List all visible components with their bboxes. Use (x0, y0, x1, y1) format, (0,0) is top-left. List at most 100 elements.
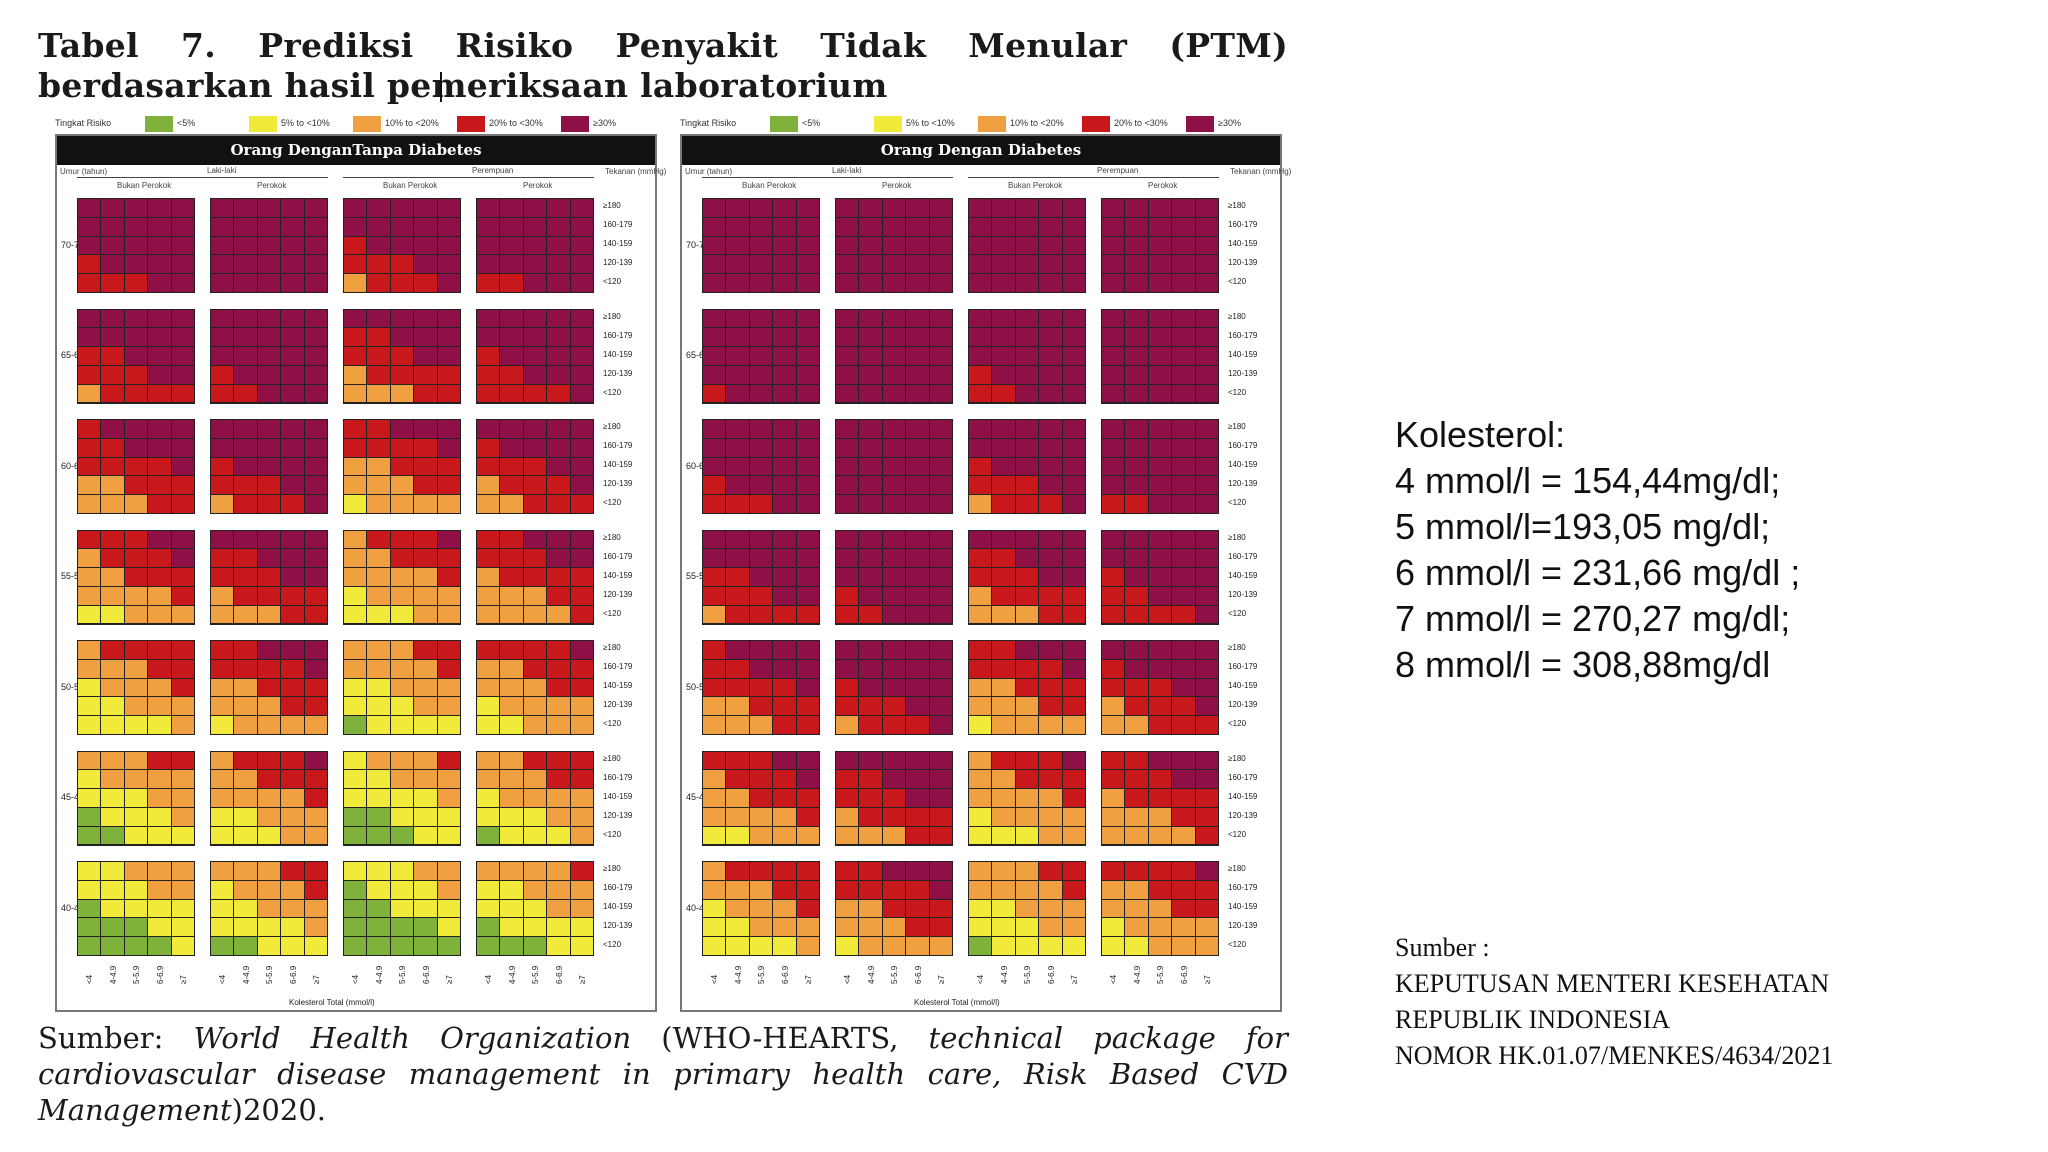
risk-cell (570, 217, 593, 236)
risk-cell (523, 918, 547, 937)
risk-cell (390, 438, 414, 457)
risk-cell (1172, 770, 1195, 789)
risk-grid (343, 861, 461, 956)
risk-cell (367, 880, 390, 899)
risk-cell (523, 255, 547, 274)
risk-cell (124, 586, 148, 605)
risk-cell (304, 862, 327, 880)
risk-cell (523, 641, 547, 659)
risk-cell (773, 880, 796, 899)
age-group-label: 50-54 (61, 681, 85, 692)
risk-cell (882, 918, 906, 937)
risk-cell (101, 457, 124, 476)
risk-cell (836, 568, 859, 586)
bp-row-label: ≥180 (603, 753, 621, 763)
risk-cell (78, 495, 101, 513)
risk-cell (1195, 697, 1218, 716)
risk-cell (500, 255, 523, 274)
cholesterol-tick-label: 5-5.9 (132, 965, 141, 984)
bp-column-header: Tekanan (mmHg) (605, 167, 667, 176)
risk-cell (929, 236, 952, 255)
risk-cell (78, 605, 101, 624)
risk-cell (304, 826, 327, 845)
x-axis-title: Kolesterol Total (mmol/l) (914, 998, 1000, 1007)
risk-cell (1102, 495, 1125, 513)
risk-cell (171, 438, 194, 457)
risk-cell (523, 309, 547, 328)
risk-cell (1062, 347, 1085, 365)
risk-cell (1015, 274, 1039, 292)
risk-cell (1039, 918, 1062, 937)
risk-cell (101, 438, 124, 457)
risk-cell (124, 641, 148, 659)
risk-cell (101, 309, 124, 328)
risk-cell (1015, 495, 1039, 513)
risk-cell (477, 457, 500, 476)
risk-cell (836, 641, 859, 659)
risk-grid (476, 861, 594, 956)
risk-cell (234, 789, 257, 807)
risk-cell (1195, 309, 1218, 328)
risk-cell (703, 199, 726, 217)
risk-cell (992, 420, 1015, 438)
risk-cell (523, 862, 547, 880)
risk-cell (437, 697, 460, 716)
age-group-label: 40-44 (686, 902, 710, 913)
bp-row-label: ≥180 (1228, 643, 1246, 652)
bp-row-label: 140-159 (1228, 349, 1258, 359)
risk-cell (390, 236, 414, 255)
risk-cell (211, 918, 234, 937)
risk-cell (773, 751, 796, 770)
risk-cell (1195, 751, 1218, 770)
risk-cell (367, 807, 390, 826)
risk-cell (773, 807, 796, 826)
risk-cell (211, 236, 234, 255)
risk-cell (836, 347, 859, 365)
risk-cell (171, 568, 194, 586)
risk-cell (703, 365, 726, 384)
risk-cell (500, 274, 523, 292)
bp-row-label: 120-139 (603, 589, 633, 599)
risk-cell (1148, 899, 1172, 918)
risk-cell (437, 751, 460, 770)
risk-cell (414, 347, 437, 365)
risk-grid (968, 419, 1086, 514)
risk-cell (859, 697, 882, 716)
risk-cell (257, 495, 281, 513)
risk-cell (1039, 937, 1062, 955)
risk-cell (367, 457, 390, 476)
risk-cell (1172, 255, 1195, 274)
risk-cell (570, 826, 593, 845)
risk-cell (726, 476, 749, 495)
risk-cell (929, 899, 952, 918)
risk-cell (523, 586, 547, 605)
risk-cell (1125, 420, 1148, 438)
risk-cell (171, 770, 194, 789)
risk-cell (171, 716, 194, 734)
risk-cell (281, 236, 304, 255)
risk-cell (906, 826, 929, 845)
risk-cell (477, 659, 500, 678)
risk-cell (929, 568, 952, 586)
risk-cell (570, 309, 593, 328)
risk-cell (414, 678, 437, 697)
risk-grid (343, 750, 461, 846)
risk-cell (281, 770, 304, 789)
source-reference: Sumber : KEPUTUSAN MENTERI KESEHATAN REP… (1395, 930, 1833, 1074)
risk-cell (101, 549, 124, 568)
risk-cell (1015, 862, 1039, 880)
risk-cell (1039, 255, 1062, 274)
risk-cell (344, 365, 367, 384)
risk-cell (477, 199, 500, 217)
risk-cell (929, 880, 952, 899)
risk-cell (304, 807, 327, 826)
risk-grid (77, 861, 195, 956)
risk-cell (304, 586, 327, 605)
risk-cell (1102, 586, 1125, 605)
risk-cell (859, 384, 882, 403)
risk-cell (523, 530, 547, 549)
risk-cell (1062, 789, 1085, 807)
bp-row-label: 140-159 (1228, 570, 1258, 580)
risk-cell (234, 255, 257, 274)
risk-cell (257, 678, 281, 697)
